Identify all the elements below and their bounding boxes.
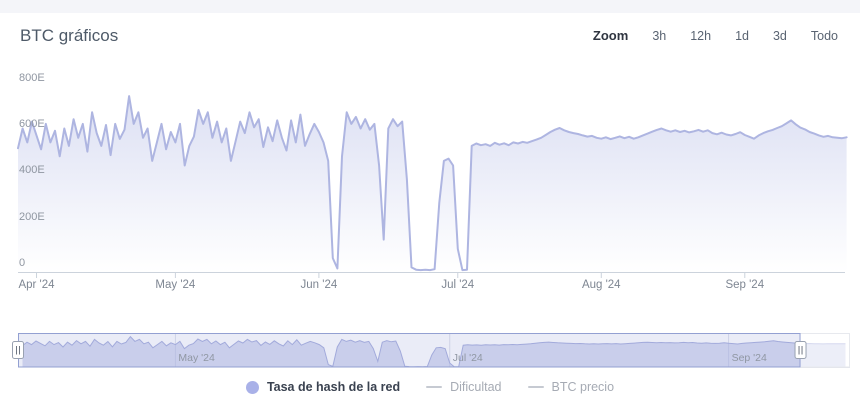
- x-axis-tick-label: Jun '24: [300, 279, 338, 291]
- x-axis-tick-label: Sep '24: [725, 279, 765, 291]
- page-title: BTC gráficos: [20, 26, 119, 45]
- navigator-tick-label: Jul '24: [452, 352, 483, 364]
- legend-item-label: BTC precio: [551, 380, 615, 394]
- x-axis-tick-label: May '24: [155, 279, 196, 291]
- legend-item[interactable]: Tasa de hash de la red: [245, 380, 401, 394]
- hashrate-area-fill: [18, 96, 847, 272]
- legend-item-label: Tasa de hash de la red: [266, 380, 401, 394]
- navigator-tick-label: May '24: [178, 352, 215, 364]
- y-axis-tick-label: 400E: [19, 164, 45, 177]
- legend-item[interactable]: Dificultad: [426, 380, 502, 394]
- navigator-tick-label: Sep '24: [731, 352, 767, 364]
- legend-item-label: Dificultad: [450, 380, 502, 394]
- top-strip: [0, 0, 860, 13]
- legend-item[interactable]: BTC precio: [527, 380, 615, 394]
- legend-marker: [426, 386, 443, 388]
- zoom-options: 3h 12h 1d 3d Todo: [652, 29, 838, 43]
- y-axis-tick-label: 0: [19, 257, 26, 269]
- y-axis-tick-label: 600E: [19, 118, 45, 131]
- navigator-mask[interactable]: [18, 333, 801, 368]
- y-axis-tick-label: 200E: [19, 210, 45, 223]
- navigator-line: [22, 335, 846, 368]
- y-axis-tick-label: 800E: [19, 71, 45, 84]
- zoom-range-button[interactable]: 12h: [690, 28, 712, 43]
- zoom-controls: Zoom 3h 12h 1d 3d Todo: [593, 28, 838, 43]
- zoom-range-button[interactable]: 1d: [735, 28, 749, 43]
- legend-marker: [245, 380, 259, 394]
- legend: Tasa de hash de la red Dificultad BTC pr…: [0, 380, 860, 394]
- zoom-range-button[interactable]: Todo: [810, 28, 838, 43]
- x-axis-tick-label: Aug '24: [581, 279, 621, 291]
- hashrate-line: [17, 95, 848, 272]
- zoom-range-button[interactable]: 3h: [652, 28, 667, 43]
- navigator-handle-right[interactable]: [794, 341, 807, 359]
- navigator-unselected-overlay: [800, 333, 850, 367]
- zoom-label: Zoom: [592, 28, 629, 43]
- legend-marker: [527, 386, 544, 388]
- navigator-handle-left[interactable]: [12, 341, 24, 359]
- zoom-range-button[interactable]: 3d: [772, 28, 787, 43]
- x-axis-tick-label: Jul '24: [441, 279, 475, 291]
- x-axis-tick-label: Apr '24: [18, 279, 55, 291]
